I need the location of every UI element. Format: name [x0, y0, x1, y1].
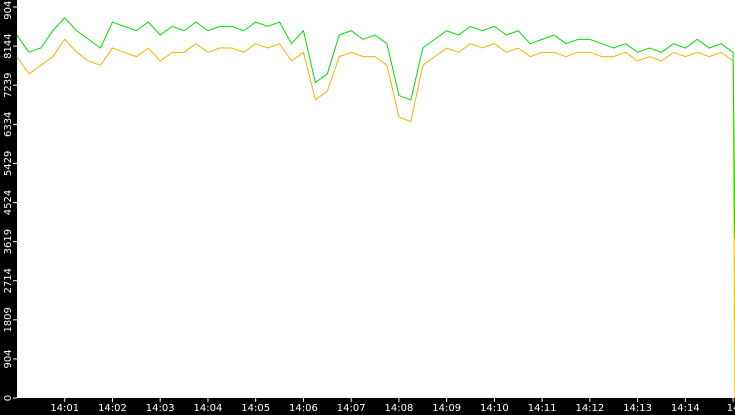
y-tick-label: 0 — [3, 395, 14, 401]
y-tick-label: 5429 — [3, 151, 14, 176]
x-tick-label: 14:13 — [623, 403, 652, 414]
x-tick-label: 14:02 — [98, 403, 127, 414]
y-tick-label: 4524 — [3, 190, 14, 215]
x-tick-label: 14:03 — [146, 403, 175, 414]
y-axis-band — [0, 0, 17, 415]
y-tick-label: 1809 — [3, 307, 14, 332]
y-tick-label: 904 — [3, 349, 14, 368]
y-tick-label: 2714 — [3, 268, 14, 293]
series-line — [16, 38, 735, 399]
y-tick-label: 7239 — [3, 72, 14, 97]
series-line — [16, 17, 735, 239]
y-tick-label: 3619 — [3, 229, 14, 254]
x-tick-label: 14:07 — [337, 403, 366, 414]
x-tick-label: 14:05 — [241, 403, 270, 414]
x-axis-band — [0, 398, 735, 415]
x-tick-label: 14:12 — [575, 403, 604, 414]
y-tick-label: 9049 — [3, 0, 14, 20]
y-tick-label: 8144 — [3, 33, 14, 58]
x-tick-label: 14:01 — [50, 403, 79, 414]
x-tick-label: 14 — [727, 403, 735, 414]
x-tick-label: 14:09 — [432, 403, 461, 414]
x-tick-label: 14:14 — [671, 403, 700, 414]
y-tick-label: 6334 — [3, 112, 14, 137]
x-tick-label: 14:11 — [528, 403, 557, 414]
x-tick-label: 14:08 — [385, 403, 414, 414]
x-tick-label: 14:10 — [480, 403, 509, 414]
x-tick-label: 14:04 — [194, 403, 223, 414]
x-tick-label: 14:06 — [289, 403, 318, 414]
